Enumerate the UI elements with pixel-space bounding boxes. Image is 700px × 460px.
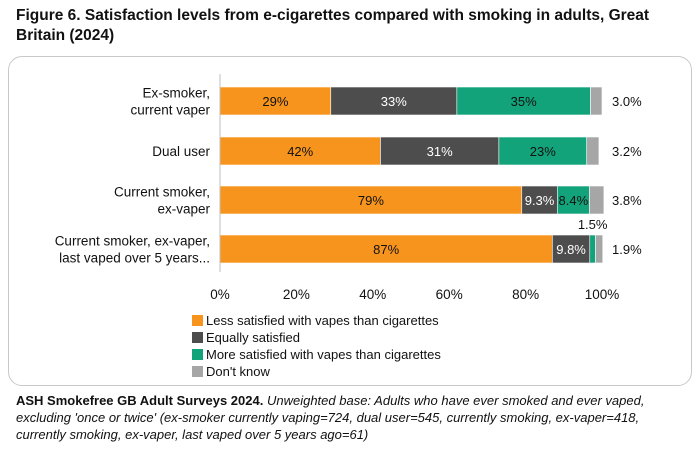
legend-label: Less satisfied with vapes than cigarette…	[206, 313, 439, 328]
x-tick-label: 60%	[436, 287, 463, 302]
category-label-line: ex-vaper	[157, 202, 210, 217]
data-label: 3.2%	[612, 144, 642, 159]
category-label: Current smoker, ex-vaper, last vaped over…	[55, 234, 210, 266]
data-label: 79%	[358, 193, 384, 208]
category-label: Dual user	[152, 144, 210, 159]
data-label: 87%	[373, 242, 399, 257]
source-text: ASH Smokefree GB Adult Surveys 2024.	[16, 393, 264, 408]
bar-segment	[552, 234, 591, 264]
data-label: 35%	[511, 94, 537, 109]
data-label: 29%	[262, 94, 288, 109]
legend-label: Equally satisfied	[206, 330, 300, 345]
data-label: 3.8%	[612, 193, 642, 208]
data-label: 8.4%	[559, 193, 589, 208]
data-label: 23%	[530, 144, 556, 159]
bar-segment	[219, 86, 332, 116]
category-label-line: Dual user	[152, 144, 210, 159]
category-label-line: current vaper	[130, 103, 210, 118]
bar-segment	[219, 234, 553, 264]
category-label: Current smoker, ex-vaper	[114, 185, 211, 217]
bar-segment	[586, 136, 600, 166]
data-label: 31%	[427, 144, 453, 159]
legend-item: More satisfied with vapes than cigarette…	[192, 346, 441, 363]
x-tick-label: 20%	[283, 287, 310, 302]
chart-plot: Ex-smoker, current vaper Dual user Current …	[55, 74, 642, 302]
x-tick-label: 40%	[359, 287, 386, 302]
bar-segment	[589, 234, 596, 264]
footnote: ASH Smokefree GB Adult Surveys 2024. Unw…	[16, 392, 684, 443]
chart-title: Figure 6. Satisfaction levels from e-cig…	[16, 7, 650, 44]
data-label: 1.5%	[578, 217, 608, 232]
legend-label: More satisfied with vapes than cigarette…	[206, 347, 441, 362]
note-text: Unweighted base: Adults who have ever sm…	[16, 393, 645, 442]
data-label: 9.8%	[556, 242, 586, 257]
data-label: 3.0%	[612, 94, 642, 109]
category-label-line: last vaped over 5 years...	[59, 251, 210, 266]
chart-panel	[8, 56, 692, 386]
bars: 29% 33% 35% 3.0% 42% 31% 23% 3.2% 79% 9.3% 8.4% 3.8…	[219, 86, 642, 264]
category-label-line: Current smoker,	[114, 185, 210, 200]
x-axis-ticks: 0% 20% 40% 60% 80% 100%	[210, 287, 619, 302]
bar-segment	[330, 86, 458, 116]
data-label: 33%	[381, 94, 407, 109]
legend-item: Don't know	[192, 363, 441, 380]
bar-segment	[595, 234, 604, 264]
category-label: Ex-smoker, current vaper	[130, 86, 210, 118]
category-label-line: Ex-smoker,	[142, 86, 210, 101]
bar-segment	[589, 185, 605, 215]
data-label: 42%	[287, 144, 313, 159]
legend: Less satisfied with vapes than cigarette…	[192, 312, 441, 380]
bar-segment	[590, 86, 603, 116]
x-tick-label: 100%	[585, 287, 620, 302]
bar-segment	[521, 185, 558, 215]
legend-swatch	[192, 349, 203, 360]
legend-label: Don't know	[206, 364, 270, 379]
x-tick-label: 80%	[512, 287, 539, 302]
legend-swatch	[192, 332, 203, 343]
data-label: 9.3%	[525, 193, 555, 208]
category-labels: Ex-smoker, current vaper Dual user Current …	[55, 86, 211, 266]
legend-swatch	[192, 315, 203, 326]
bar-segment	[380, 136, 500, 166]
category-label-line: Current smoker, ex-vaper,	[55, 234, 210, 249]
legend-item: Less satisfied with vapes than cigarette…	[192, 312, 441, 329]
x-tick-label: 0%	[210, 287, 230, 302]
legend-swatch	[192, 366, 203, 377]
bar-segment	[498, 136, 588, 166]
legend-item: Equally satisfied	[192, 329, 441, 346]
data-label: 1.9%	[612, 242, 642, 257]
bar-segment	[557, 185, 590, 215]
